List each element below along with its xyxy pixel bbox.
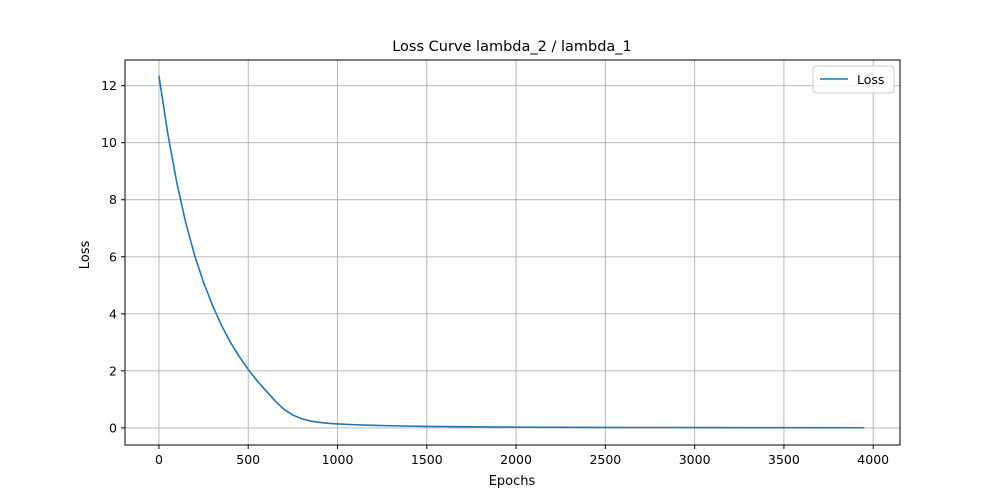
legend-label-loss: Loss (857, 72, 884, 87)
chart-title: Loss Curve lambda_2 / lambda_1 (392, 39, 632, 55)
y-tick-label: 12 (101, 78, 117, 93)
x-tick-label: 2000 (500, 452, 532, 467)
series-layer (158, 75, 865, 429)
y-tick-label: 10 (101, 135, 117, 150)
x-tick-label: 0 (155, 452, 163, 467)
x-tick-label: 1000 (322, 452, 354, 467)
legend: Loss (812, 65, 895, 94)
x-tick-label: 3500 (768, 452, 800, 467)
y-axis-label: Loss (78, 241, 93, 270)
x-tick-label: 4000 (857, 452, 889, 467)
plot-frame (124, 59, 901, 446)
y-tick-label: 4 (109, 306, 117, 321)
series-line-loss (158, 75, 865, 429)
y-tick-label: 2 (109, 363, 117, 378)
x-tick-label: 2500 (589, 452, 621, 467)
y-tick-label: 8 (109, 192, 117, 207)
x-tick-label: 1500 (411, 452, 443, 467)
x-axis-ticks: 0 500 1000 1500 2000 2500 3000 3500 4000 (155, 445, 889, 467)
legend-box (812, 65, 895, 94)
x-tick-label: 3000 (679, 452, 711, 467)
y-tick-label: 6 (109, 249, 117, 264)
y-tick-label: 0 (109, 420, 117, 435)
x-tick-label: 500 (236, 452, 260, 467)
x-axis-label: Epochs (489, 474, 536, 489)
y-axis-ticks: 0 2 4 6 8 10 12 (101, 78, 125, 435)
